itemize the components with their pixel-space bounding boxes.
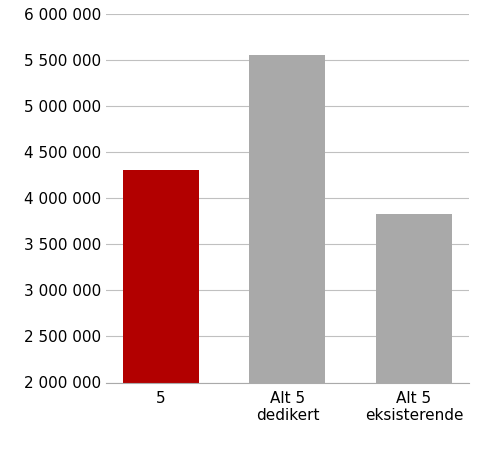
Bar (249, 55, 326, 450)
Bar (376, 214, 452, 450)
Bar (123, 171, 199, 450)
